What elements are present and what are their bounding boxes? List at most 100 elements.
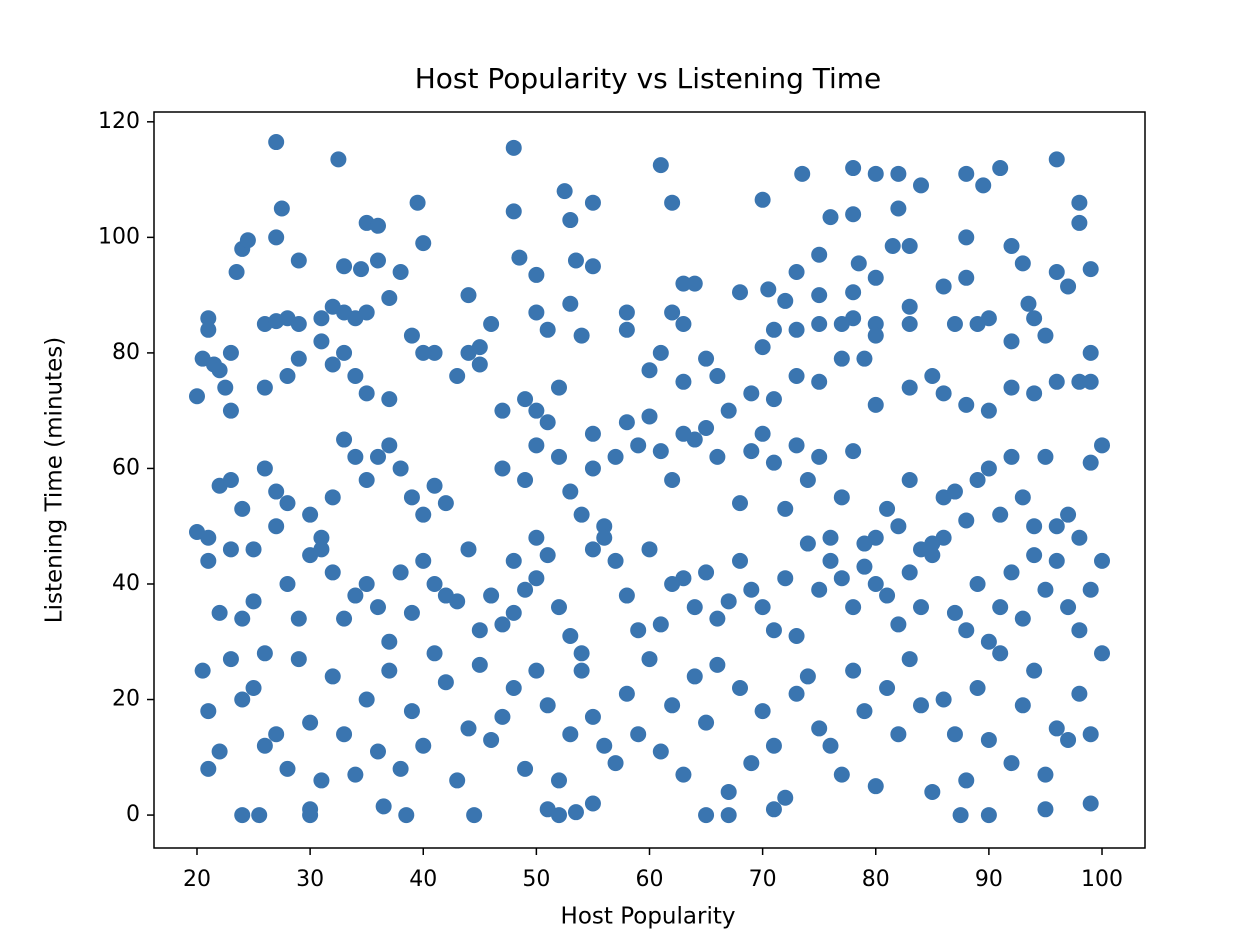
point [698,420,715,437]
point [228,264,245,281]
point [268,518,285,535]
point [336,431,353,448]
point [754,599,771,616]
y-tick-label: 20 [112,687,140,712]
points [188,134,1111,824]
point [1048,264,1065,281]
point [268,229,285,246]
point [890,200,907,217]
point [879,500,896,517]
point [811,246,828,263]
point [1003,564,1020,581]
point [358,691,375,708]
point [980,402,997,419]
point [517,472,534,488]
point [347,448,364,465]
point [403,604,420,621]
point [222,472,239,488]
point [664,697,681,714]
point [788,437,805,454]
point [709,368,726,385]
point [811,373,828,390]
point [833,489,850,506]
point [562,212,579,229]
point [811,316,828,333]
point [641,408,658,425]
point [211,743,228,760]
point [358,472,375,488]
point [992,160,1009,177]
point [845,284,862,301]
point [845,310,862,327]
point [426,344,443,361]
point [584,258,601,275]
point [573,327,590,344]
point [607,755,624,772]
point [1048,373,1065,390]
point [822,737,839,754]
point [358,575,375,592]
point [958,772,975,789]
point [539,414,556,431]
point [194,662,211,679]
point [641,362,658,379]
point [584,460,601,477]
x-tick-label: 40 [409,867,437,892]
point [652,743,669,760]
point [483,316,500,333]
point [550,599,567,616]
point [686,599,703,616]
point [505,604,522,621]
point [584,708,601,725]
point [268,726,285,743]
point [675,373,692,390]
point [856,703,873,720]
point [652,344,669,361]
point [641,651,658,668]
point [675,316,692,333]
point [777,789,794,806]
point [539,697,556,714]
point [935,385,952,402]
point [222,344,239,361]
point [743,581,760,598]
point [483,731,500,748]
point [698,564,715,581]
point [437,495,454,512]
point [867,396,884,413]
point [958,165,975,182]
point [494,616,511,633]
point [313,541,330,558]
point [449,593,466,610]
point [528,266,545,283]
y-tick-label: 0 [126,802,140,827]
point [245,679,262,696]
point [720,593,737,610]
point [1082,373,1099,390]
point [449,772,466,789]
point [777,570,794,587]
point [517,760,534,777]
point [652,443,669,460]
point [799,472,816,488]
point [946,483,963,500]
point [833,570,850,587]
point [788,321,805,338]
point [409,194,426,211]
point [1014,255,1031,272]
point [992,506,1009,523]
point [1026,662,1043,679]
point [630,622,647,639]
point [369,217,386,234]
point [188,388,205,405]
point [528,437,545,454]
point [799,668,816,685]
point [975,177,992,194]
x-tick-label: 100 [1081,867,1123,892]
point [302,801,319,818]
point [788,264,805,281]
point [550,772,567,789]
point [901,651,918,668]
point [302,506,319,523]
point [618,587,635,604]
